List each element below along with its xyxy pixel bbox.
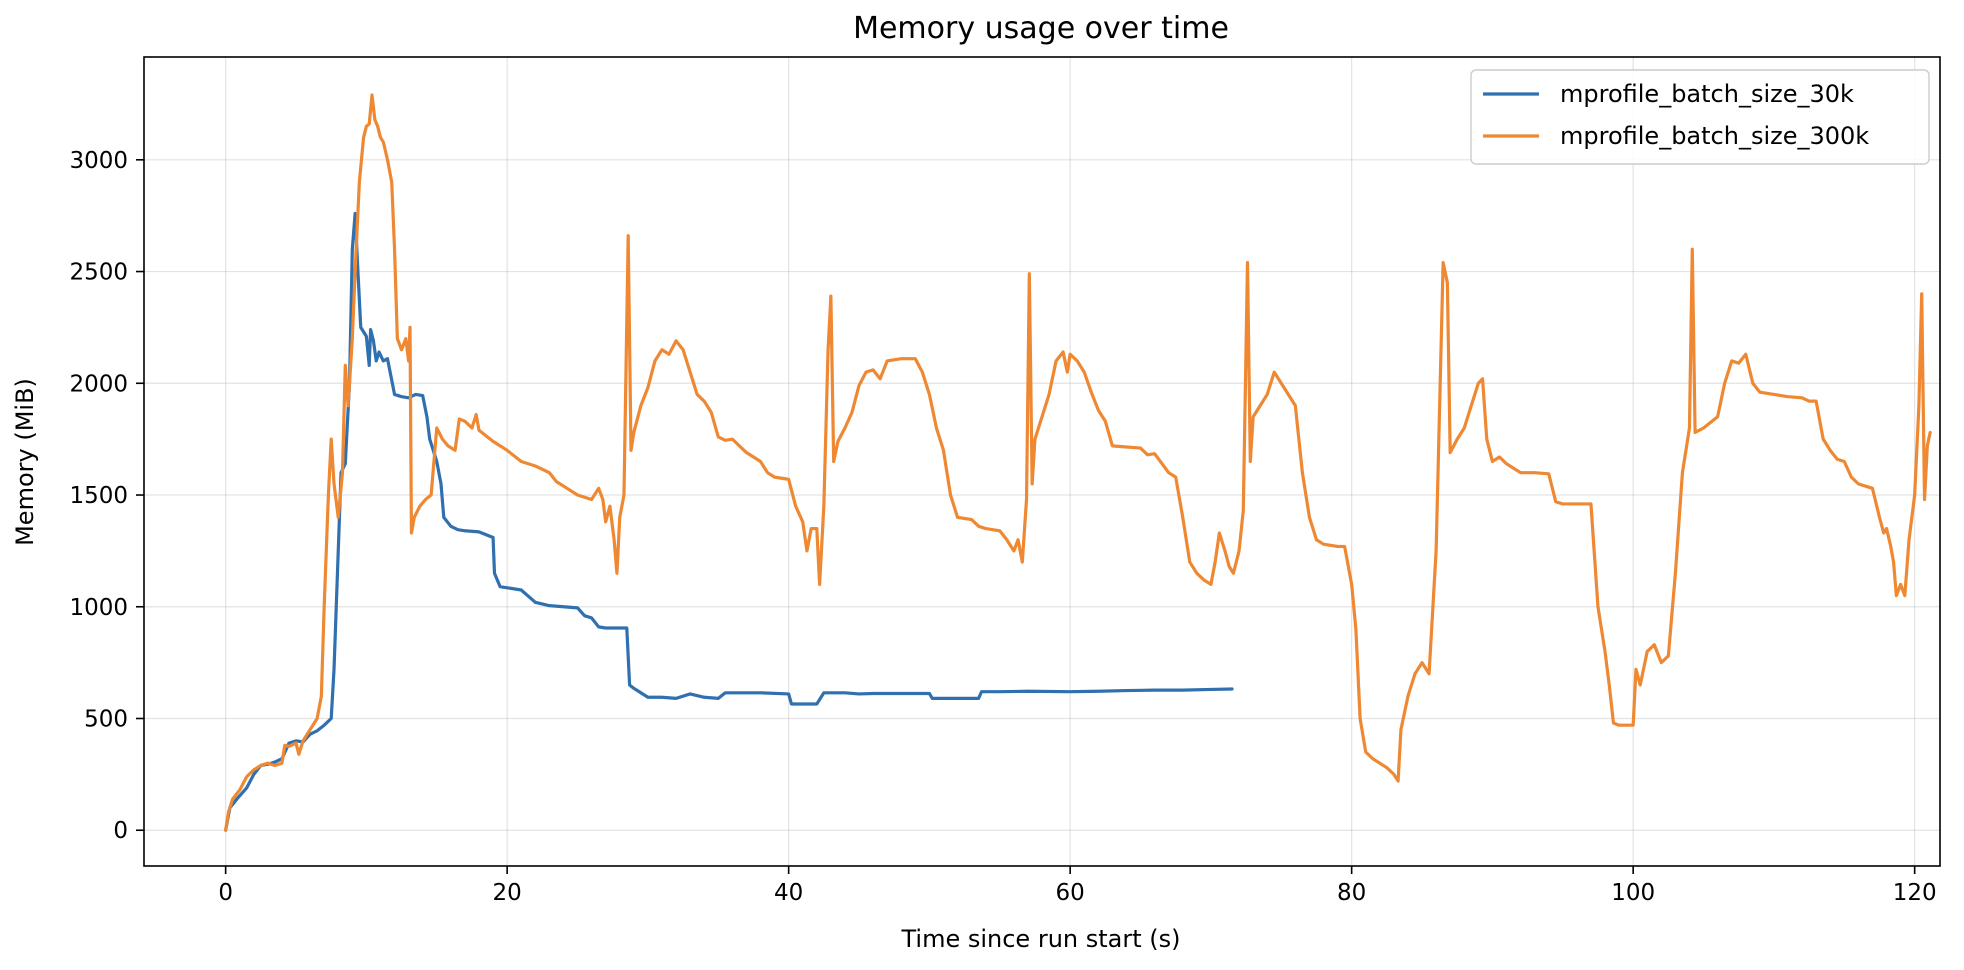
y-axis-label: Memory (MiB) bbox=[11, 378, 39, 546]
grid-layer bbox=[144, 57, 1940, 866]
series-layer bbox=[224, 93, 1932, 832]
x-tick-label: 0 bbox=[218, 880, 233, 906]
x-tick-label: 20 bbox=[493, 880, 522, 906]
y-tick-label: 0 bbox=[113, 818, 128, 844]
chart-title: Memory usage over time bbox=[853, 11, 1229, 46]
legend: mprofile_batch_size_30k mprofile_batch_si… bbox=[1470, 69, 1930, 165]
legend-label-2: mprofile_batch_size_300k bbox=[1560, 122, 1869, 150]
series-line-1 bbox=[224, 211, 1234, 832]
legend-label-1: mprofile_batch_size_30k bbox=[1560, 80, 1854, 108]
plot-frame bbox=[143, 56, 1941, 867]
y-tick-label: 500 bbox=[84, 707, 128, 733]
x-tick-label: 120 bbox=[1893, 880, 1937, 906]
x-tick-label: 80 bbox=[1337, 880, 1366, 906]
x-tick-label: 60 bbox=[1056, 880, 1085, 906]
tick-layer: 0 20 40 60 80 100 120 0 500 1000 1500 2000 2500 3000 bbox=[69, 148, 1936, 906]
y-tick-label: 2000 bbox=[69, 371, 128, 397]
y-tick-label: 1500 bbox=[69, 483, 128, 509]
x-tick-label: 100 bbox=[1611, 880, 1655, 906]
y-tick-label: 2500 bbox=[69, 260, 128, 286]
legend-box bbox=[1470, 69, 1930, 165]
y-tick-label: 3000 bbox=[69, 148, 128, 174]
x-axis-label: Time since run start (s) bbox=[900, 925, 1180, 953]
series-line-2 bbox=[224, 93, 1932, 832]
y-tick-label: 1000 bbox=[69, 595, 128, 621]
x-tick-label: 40 bbox=[774, 880, 803, 906]
